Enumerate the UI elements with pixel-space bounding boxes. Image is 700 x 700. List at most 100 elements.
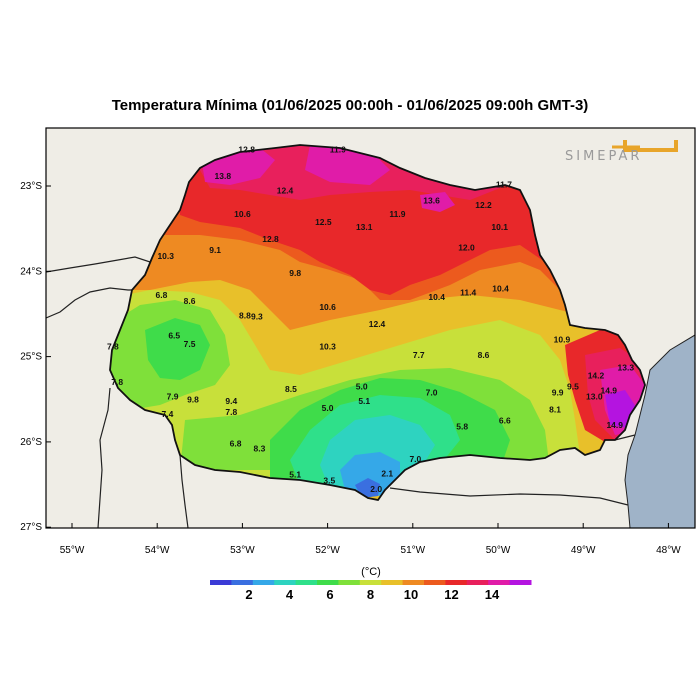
station-value: 11.4 — [460, 288, 476, 298]
station-value: 10.4 — [492, 283, 509, 293]
axis-ticks: 55°W 54°W 53°W 52°W 51°W 50°W 49°W 48°W 23°S 24°S… — [20, 181, 681, 556]
station-value: 9.8 — [187, 394, 199, 404]
legend-label: 10 — [404, 587, 418, 602]
station-value: 9.4 — [225, 396, 237, 406]
station-value: 14.2 — [588, 370, 605, 380]
legend-swatch — [231, 580, 254, 585]
lon-tick-label: 52°W — [315, 545, 340, 556]
lon-tick-label: 49°W — [571, 545, 596, 556]
legend-swatch — [488, 580, 511, 585]
lat-tick-label: 25°S — [20, 352, 42, 363]
legend-colorbar — [210, 580, 532, 585]
station-value: 7.0 — [409, 454, 421, 464]
station-value: 12.4 — [369, 319, 386, 329]
simepar-logo: SIMEPAR — [565, 140, 678, 164]
station-value: 2.0 — [370, 484, 382, 494]
station-value: 10.4 — [428, 292, 445, 302]
lat-tick-label: 23°S — [20, 181, 42, 192]
station-value: 12.4 — [277, 185, 294, 195]
lon-tick-label: 55°W — [60, 545, 85, 556]
station-value: 9.8 — [289, 268, 301, 278]
station-value: 12.2 — [475, 200, 492, 210]
station-value: 7.0 — [426, 387, 438, 397]
legend-swatch — [295, 580, 318, 585]
station-value: 12.8 — [262, 234, 279, 244]
station-value: 9.1 — [209, 245, 221, 255]
legend: (°C) 2 4 6 8 10 12 14 — [210, 566, 532, 602]
legend-swatch — [466, 580, 489, 585]
station-value: 5.1 — [289, 469, 301, 479]
station-value: 5.0 — [356, 381, 368, 391]
lon-tick-label: 48°W — [656, 545, 681, 556]
lon-tick-label: 50°W — [486, 545, 511, 556]
station-value: 7.7 — [413, 350, 425, 360]
station-value: 7.9 — [167, 392, 179, 402]
station-value: 8.6 — [478, 350, 490, 360]
logo-text: SIMEPAR — [565, 149, 642, 164]
station-value: 10.9 — [554, 335, 571, 345]
legend-swatch — [274, 580, 297, 585]
station-value: 13.0 — [586, 392, 603, 402]
legend-swatch — [424, 580, 446, 585]
station-value: 6.5 — [168, 330, 180, 340]
station-value: 10.3 — [319, 341, 336, 351]
station-value: 10.1 — [491, 222, 508, 232]
station-value: 14.9 — [600, 386, 617, 396]
station-value: 13.3 — [618, 363, 635, 373]
station-value: 12.8 — [238, 144, 255, 154]
legend-label: 8 — [367, 587, 374, 602]
legend-swatch — [509, 580, 532, 585]
station-value: 7.8 — [111, 377, 123, 387]
lon-tick-label: 53°W — [230, 545, 255, 556]
legend-swatch — [252, 580, 275, 585]
station-value: 8.3 — [254, 444, 266, 454]
station-value: 9.5 — [567, 381, 579, 391]
station-value: 6.8 — [230, 439, 242, 449]
station-value: 7.5 — [184, 339, 196, 349]
station-value: 3.5 — [323, 475, 335, 485]
station-value: 5.8 — [456, 422, 468, 432]
station-value: 13.8 — [215, 171, 232, 181]
map-frame — [45, 127, 696, 529]
station-value: 9.3 — [251, 312, 263, 322]
station-value: 10.3 — [157, 251, 174, 261]
station-value: 5.0 — [322, 403, 334, 413]
lat-tick-label: 27°S — [20, 522, 42, 533]
station-value: 11.9 — [389, 209, 405, 219]
station-value: 14.9 — [606, 420, 623, 430]
country-borders — [46, 256, 636, 528]
lon-tick-label: 51°W — [401, 545, 426, 556]
legend-swatch — [381, 580, 404, 585]
station-value: 11.9 — [330, 144, 346, 154]
legend-swatch — [402, 580, 425, 585]
station-value: 5.1 — [358, 396, 370, 406]
map-title: Temperatura Mínima (01/06/2025 00:00h - … — [111, 97, 589, 114]
legend-swatch — [210, 580, 232, 585]
station-value: 9.9 — [552, 387, 564, 397]
atlantic-ocean — [624, 334, 695, 528]
station-value: 10.6 — [319, 302, 336, 312]
station-value: 7.8 — [107, 341, 119, 351]
station-value: 2.1 — [381, 468, 393, 478]
station-value: 11.7 — [496, 179, 512, 189]
legend-label: 12 — [444, 587, 458, 602]
legend-label: 6 — [326, 587, 333, 602]
station-value: 13.6 — [423, 196, 440, 206]
legend-label: 2 — [245, 587, 252, 602]
station-value: 12.5 — [315, 217, 332, 227]
lat-tick-label: 26°S — [20, 437, 42, 448]
lat-tick-label: 24°S — [20, 266, 42, 277]
station-value: 12.0 — [458, 242, 475, 252]
legend-swatch — [445, 580, 468, 585]
station-value: 8.5 — [285, 384, 297, 394]
station-values: 12.8 11.9 13.8 12.4 11.7 13.6 12.2 10.6 12.5 11.9… — [107, 144, 634, 493]
legend-swatch — [359, 580, 382, 585]
station-value: 7.4 — [162, 409, 174, 419]
lon-tick-label: 54°W — [145, 545, 170, 556]
legend-label: 4 — [286, 587, 294, 602]
legend-swatch — [338, 580, 361, 585]
legend-swatch — [317, 580, 339, 585]
station-value: 8.1 — [549, 404, 561, 414]
station-value: 8.6 — [184, 296, 196, 306]
